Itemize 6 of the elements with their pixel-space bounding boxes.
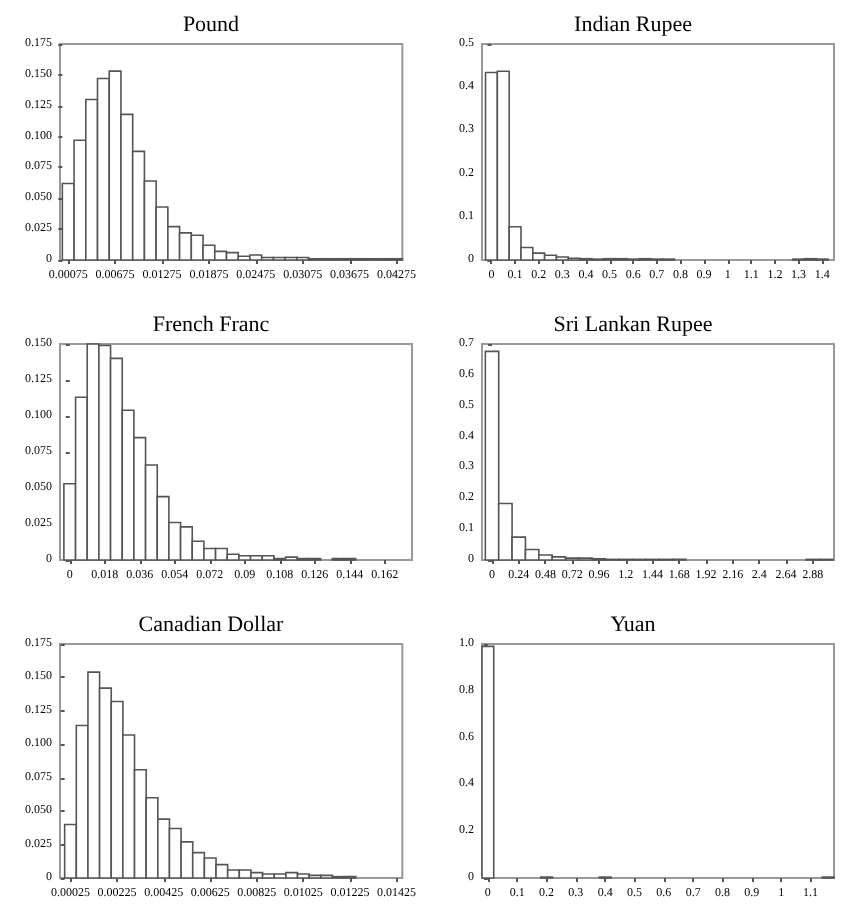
- chart-title: Sri Lankan Rupee: [553, 313, 713, 337]
- chart-title: Pound: [182, 13, 241, 37]
- chart-title: Canadian Dollar: [138, 613, 285, 637]
- chart-title: Yuan: [610, 613, 657, 637]
- chart-title: Indian Rupee: [574, 13, 693, 37]
- chart-title: French Franc: [152, 313, 270, 337]
